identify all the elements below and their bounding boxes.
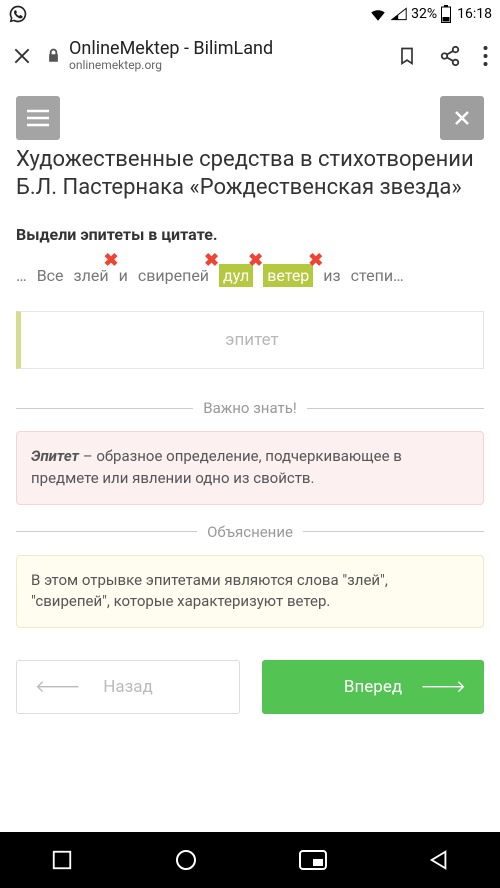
- quote-word-selected[interactable]: ветер✖: [263, 264, 313, 287]
- battery-pct: 32%: [411, 6, 437, 22]
- close-panel-button[interactable]: [440, 96, 484, 140]
- quote-word[interactable]: из: [323, 264, 340, 287]
- back-label: Назад: [103, 677, 153, 697]
- term: Эпитет: [31, 447, 79, 465]
- back-nav-icon[interactable]: [428, 849, 450, 871]
- whatsapp-icon: [8, 4, 28, 24]
- task-instruction: Выдели эпитеты в цитате.: [16, 225, 484, 244]
- back-button[interactable]: 🡐 Назад: [16, 660, 240, 714]
- page-url: onlinemektep.org: [69, 59, 273, 73]
- x-icon: [454, 110, 470, 126]
- quote-word: …: [16, 264, 27, 287]
- wrong-mark-icon: ✖: [308, 250, 323, 271]
- wrong-mark-icon: ✖: [248, 250, 263, 271]
- quote-word[interactable]: степи…: [351, 264, 404, 287]
- quote-word-selected[interactable]: дул✖: [219, 264, 253, 287]
- recent-apps-icon[interactable]: [51, 849, 73, 871]
- hamburger-icon: [27, 109, 49, 127]
- wifi-icon: [369, 7, 387, 21]
- epithet-dropzone[interactable]: эпитет: [16, 311, 484, 369]
- quote: … Все злей✖ и свирепей✖ дул✖ ветер✖ из с…: [16, 264, 484, 287]
- pip-icon[interactable]: [299, 850, 327, 870]
- status-bar: 32% 16:18: [0, 0, 500, 28]
- battery-icon: [441, 5, 451, 23]
- page-tab-title: OnlineMektep - BilimLand: [69, 39, 273, 60]
- important-box: Эпитет – образное определение, подчеркив…: [16, 431, 484, 505]
- more-icon[interactable]: [483, 46, 488, 66]
- quote-word[interactable]: и: [119, 264, 128, 287]
- quote-word[interactable]: свирепей✖: [138, 264, 209, 287]
- android-navbar: [0, 832, 500, 888]
- clock: 16:18: [457, 6, 492, 22]
- bookmark-icon[interactable]: [397, 45, 417, 67]
- important-text: – образное определение, подчеркивающее в…: [31, 447, 402, 487]
- arrow-left-icon: 🡐: [35, 677, 81, 697]
- explain-divider: Объяснение: [16, 523, 484, 541]
- share-icon[interactable]: [439, 45, 461, 67]
- quote-word[interactable]: злей✖: [74, 264, 109, 287]
- important-divider: Важно знать!: [16, 399, 484, 417]
- arrow-right-icon: 🡒: [420, 677, 466, 697]
- page-title: Художественные средства в стихотворении …: [16, 146, 484, 201]
- lock-icon: [46, 48, 61, 63]
- menu-button[interactable]: [16, 96, 60, 140]
- forward-button[interactable]: Вперед 🡒: [262, 660, 484, 714]
- browser-bar: OnlineMektep - BilimLand onlinemektep.or…: [0, 28, 500, 84]
- explain-box: В этом отрывке эпитетами являются слова …: [16, 555, 484, 629]
- wrong-mark-icon: ✖: [104, 250, 119, 271]
- forward-label: Вперед: [344, 677, 402, 697]
- wrong-mark-icon: ✖: [204, 250, 219, 271]
- quote-word[interactable]: Все: [37, 264, 64, 287]
- home-icon[interactable]: [174, 848, 198, 872]
- signal-icon: [391, 7, 407, 21]
- close-icon[interactable]: [12, 46, 32, 66]
